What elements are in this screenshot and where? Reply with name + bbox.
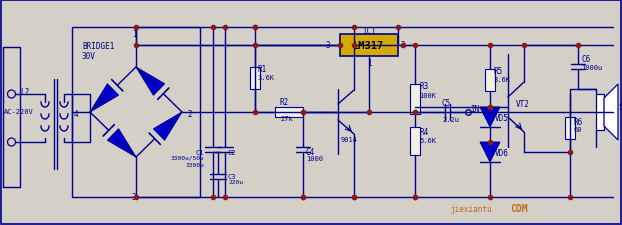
Bar — [410, 127, 420, 155]
Text: 30V: 30V — [82, 52, 96, 61]
Polygon shape — [604, 85, 618, 140]
Text: 60: 60 — [574, 126, 582, 132]
Bar — [275, 108, 303, 117]
Text: 1: 1 — [367, 59, 371, 68]
Text: IC1: IC1 — [362, 27, 376, 36]
Polygon shape — [480, 108, 500, 127]
Text: SP: SP — [618, 103, 622, 112]
Text: 1000u: 1000u — [581, 65, 602, 71]
Text: 2: 2 — [187, 110, 192, 119]
Text: C4: C4 — [306, 147, 315, 156]
Text: 4: 4 — [74, 110, 78, 119]
Text: C2: C2 — [228, 149, 236, 155]
Text: AC-220V: AC-220V — [4, 108, 34, 115]
Text: 9014: 9014 — [341, 136, 358, 142]
Bar — [250, 68, 260, 90]
Text: 3: 3 — [132, 192, 136, 201]
Bar — [596, 94, 604, 130]
Bar — [565, 117, 575, 139]
Text: C6: C6 — [581, 55, 590, 64]
Text: R5: R5 — [494, 67, 503, 76]
Text: 220u: 220u — [228, 179, 243, 184]
Text: jiexiantu: jiexiantu — [450, 204, 491, 213]
Bar — [340, 35, 398, 57]
Text: R4: R4 — [419, 127, 429, 136]
Text: C1: C1 — [195, 149, 204, 155]
Bar — [410, 85, 420, 115]
Text: VD5: VD5 — [495, 113, 509, 122]
Polygon shape — [154, 112, 182, 141]
Text: VT2: VT2 — [516, 99, 530, 108]
Text: 5.6K: 5.6K — [419, 137, 436, 143]
Text: IN: IN — [470, 105, 479, 114]
Text: 3: 3 — [325, 41, 330, 50]
Text: 1000: 1000 — [306, 155, 323, 161]
Text: L?: L? — [21, 88, 30, 97]
Text: 3.6K: 3.6K — [494, 77, 511, 83]
Bar — [3, 48, 20, 187]
Bar — [72, 28, 200, 197]
Text: R1: R1 — [258, 65, 267, 74]
Text: COM: COM — [510, 203, 527, 213]
Text: 27k: 27k — [280, 115, 293, 122]
Text: 2: 2 — [400, 41, 405, 50]
Text: BRIDGE1: BRIDGE1 — [82, 42, 114, 51]
Polygon shape — [90, 84, 119, 112]
Bar — [485, 70, 495, 92]
Text: 3300u/50v: 3300u/50v — [170, 155, 204, 160]
Text: C3: C3 — [228, 173, 236, 179]
Text: R3: R3 — [419, 82, 429, 91]
Text: 3300u: 3300u — [185, 162, 204, 167]
Text: 3.6K: 3.6K — [258, 75, 275, 81]
Polygon shape — [480, 142, 500, 162]
Text: C5: C5 — [442, 99, 451, 108]
Polygon shape — [108, 129, 136, 157]
Text: VD6: VD6 — [495, 148, 509, 157]
Polygon shape — [136, 68, 165, 96]
Text: 100K: 100K — [419, 93, 436, 99]
Text: 1: 1 — [132, 30, 136, 39]
Text: R6: R6 — [574, 117, 583, 126]
Text: LM317: LM317 — [353, 41, 384, 51]
Text: 2.2u: 2.2u — [442, 117, 459, 122]
Text: R2: R2 — [280, 98, 289, 106]
